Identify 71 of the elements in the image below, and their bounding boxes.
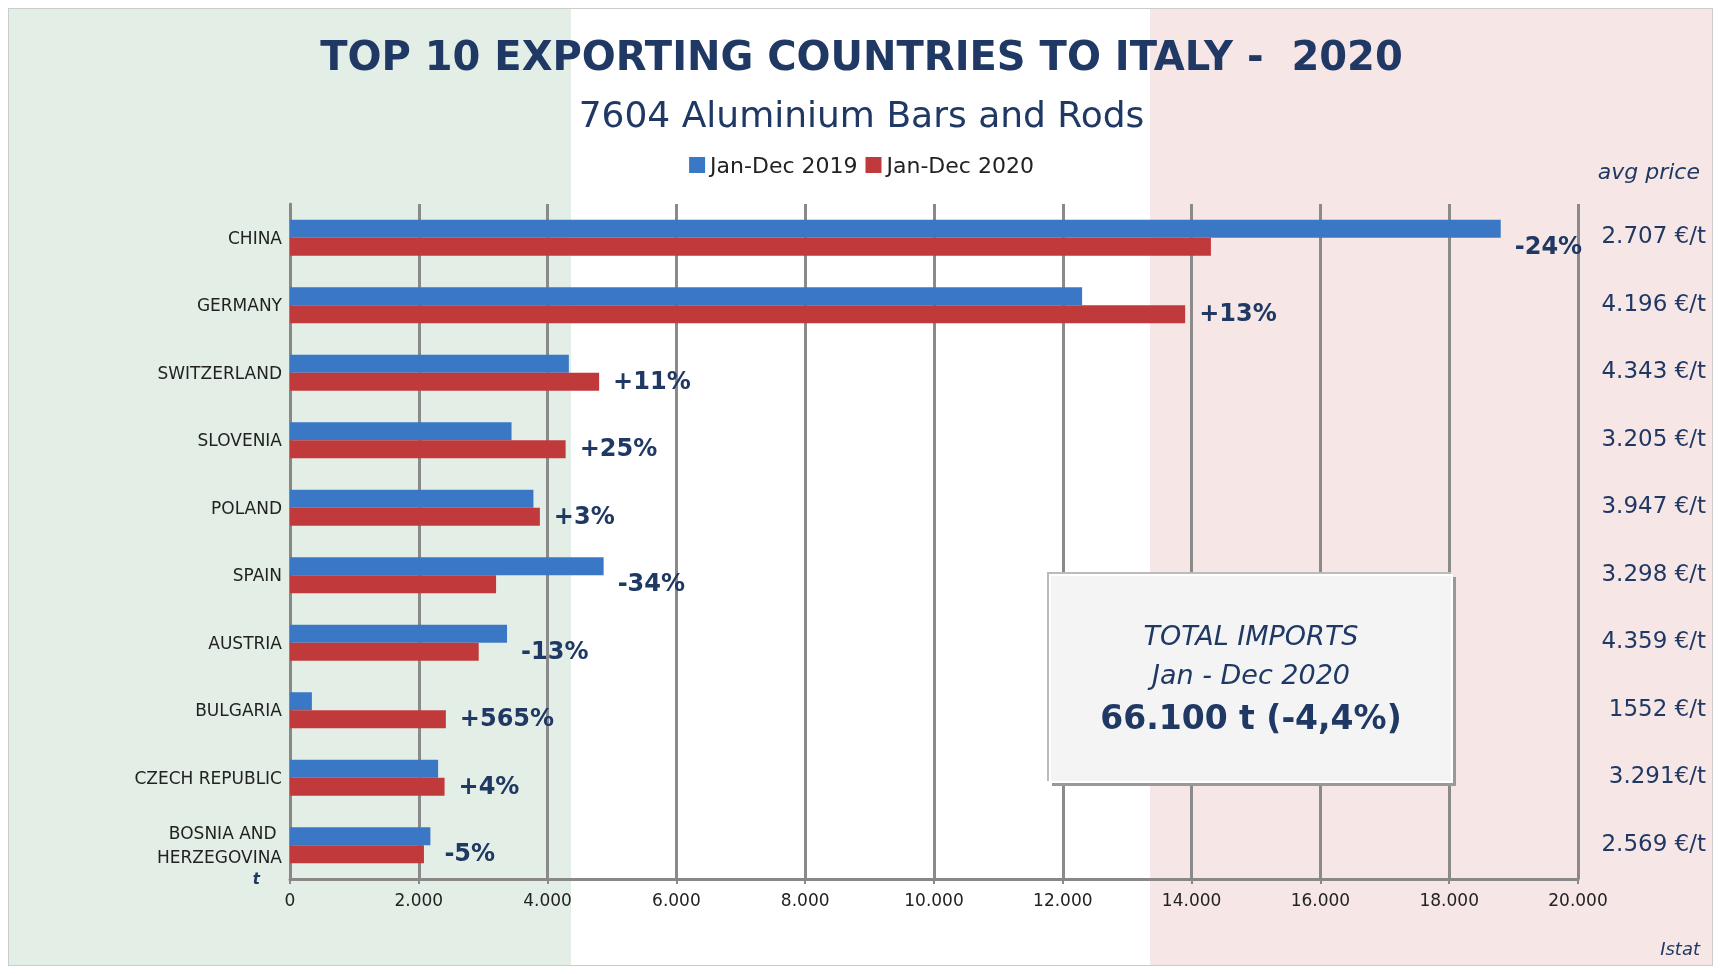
text: Istat	[1660, 938, 1700, 959]
annotation: -24%	[1514, 231, 1583, 260]
annotation: -13%	[521, 636, 589, 665]
bar	[290, 692, 312, 711]
text: 2.569 €/t	[1601, 829, 1707, 856]
text: 3.947 €/t	[1601, 492, 1707, 519]
annotation: -5%	[444, 839, 496, 868]
bar	[290, 642, 479, 661]
bar	[290, 710, 446, 729]
bar	[290, 219, 1501, 238]
bar	[290, 759, 439, 778]
bar	[290, 305, 1186, 324]
text: avg price	[1597, 159, 1700, 184]
bar	[290, 624, 508, 643]
text: 4.196 €/t	[1601, 289, 1707, 316]
y-tick-label: BOSNIA AND HERZEGOVINA	[157, 823, 283, 868]
text: 3.298 €/t	[1601, 559, 1707, 586]
y-tick-label: BULGARIA	[195, 700, 283, 721]
bar	[290, 575, 497, 594]
y-tick-label: SPAIN	[232, 565, 282, 586]
y-tick-label: CHINA	[227, 227, 283, 248]
x-tick-label: 16.000	[1290, 889, 1351, 910]
x-tick-label: 14.000	[1161, 889, 1222, 910]
annotation: +25%	[579, 434, 658, 463]
annotation: +565%	[459, 704, 555, 733]
bar	[290, 237, 1211, 256]
x-tick-label: 10.000	[904, 889, 964, 910]
y-tick-label: SWITZERLAND	[157, 362, 282, 383]
bar	[290, 354, 569, 373]
x-tick-label: 4.000	[523, 889, 572, 910]
bar	[290, 287, 1083, 306]
text: 1552 €/t	[1608, 694, 1707, 721]
y-tick-label: AUSTRIA	[208, 632, 283, 653]
annotation: +11%	[613, 366, 691, 395]
x-tick-label: 0	[284, 889, 296, 910]
bar	[290, 440, 566, 459]
bar	[290, 557, 604, 576]
text: 2.707 €/t	[1601, 222, 1707, 249]
chart-subtitle: 7604 Aluminium Bars and Rods	[578, 93, 1145, 135]
legend-label: Jan-Dec 2019	[708, 152, 858, 178]
bar	[290, 372, 600, 391]
legend-label: Jan-Dec 2020	[884, 152, 1034, 178]
chart-title: TOP 10 EXPORTING COUNTRIES TO ITALY - 2020	[320, 33, 1403, 79]
text: 4.343 €/t	[1601, 357, 1707, 384]
bar	[290, 489, 534, 508]
x-tick-label: 8.000	[780, 889, 830, 910]
annotation: +13%	[1199, 299, 1277, 328]
y-tick-label: SLOVENIA	[197, 430, 283, 451]
bar	[290, 845, 424, 864]
x-tick-label: 18.000	[1419, 889, 1479, 910]
annotation: +4%	[458, 771, 520, 800]
annotation: 66.100 t (-4,4%)	[1100, 698, 1402, 737]
text: 3.291€/t	[1608, 762, 1707, 789]
text: 4.359 €/t	[1601, 627, 1707, 654]
annotation: -34%	[617, 569, 686, 598]
text-box: TOTAL IMPORTS Jan - Dec 2020 66.100 t (-4,4%)	[1049, 574, 1453, 783]
x-tick-label: 2.000	[394, 889, 444, 910]
x-tick-label: 6.000	[652, 889, 701, 910]
annotation: +3%	[553, 501, 615, 530]
x-axis-title: t	[252, 870, 261, 888]
bar	[290, 777, 445, 796]
text: 3.205 €/t	[1601, 424, 1707, 451]
x-tick-label: 12.000	[1033, 889, 1093, 910]
y-tick-label: CZECH REPUBLIC	[134, 767, 282, 788]
bar	[290, 827, 431, 846]
y-tick-label: POLAND	[211, 497, 282, 518]
x-tick-label: 20.000	[1548, 889, 1608, 910]
annotation: TOTAL IMPORTS	[1143, 620, 1359, 651]
bar	[290, 422, 512, 441]
y-tick-label: GERMANY	[196, 295, 283, 316]
bar	[290, 507, 540, 526]
